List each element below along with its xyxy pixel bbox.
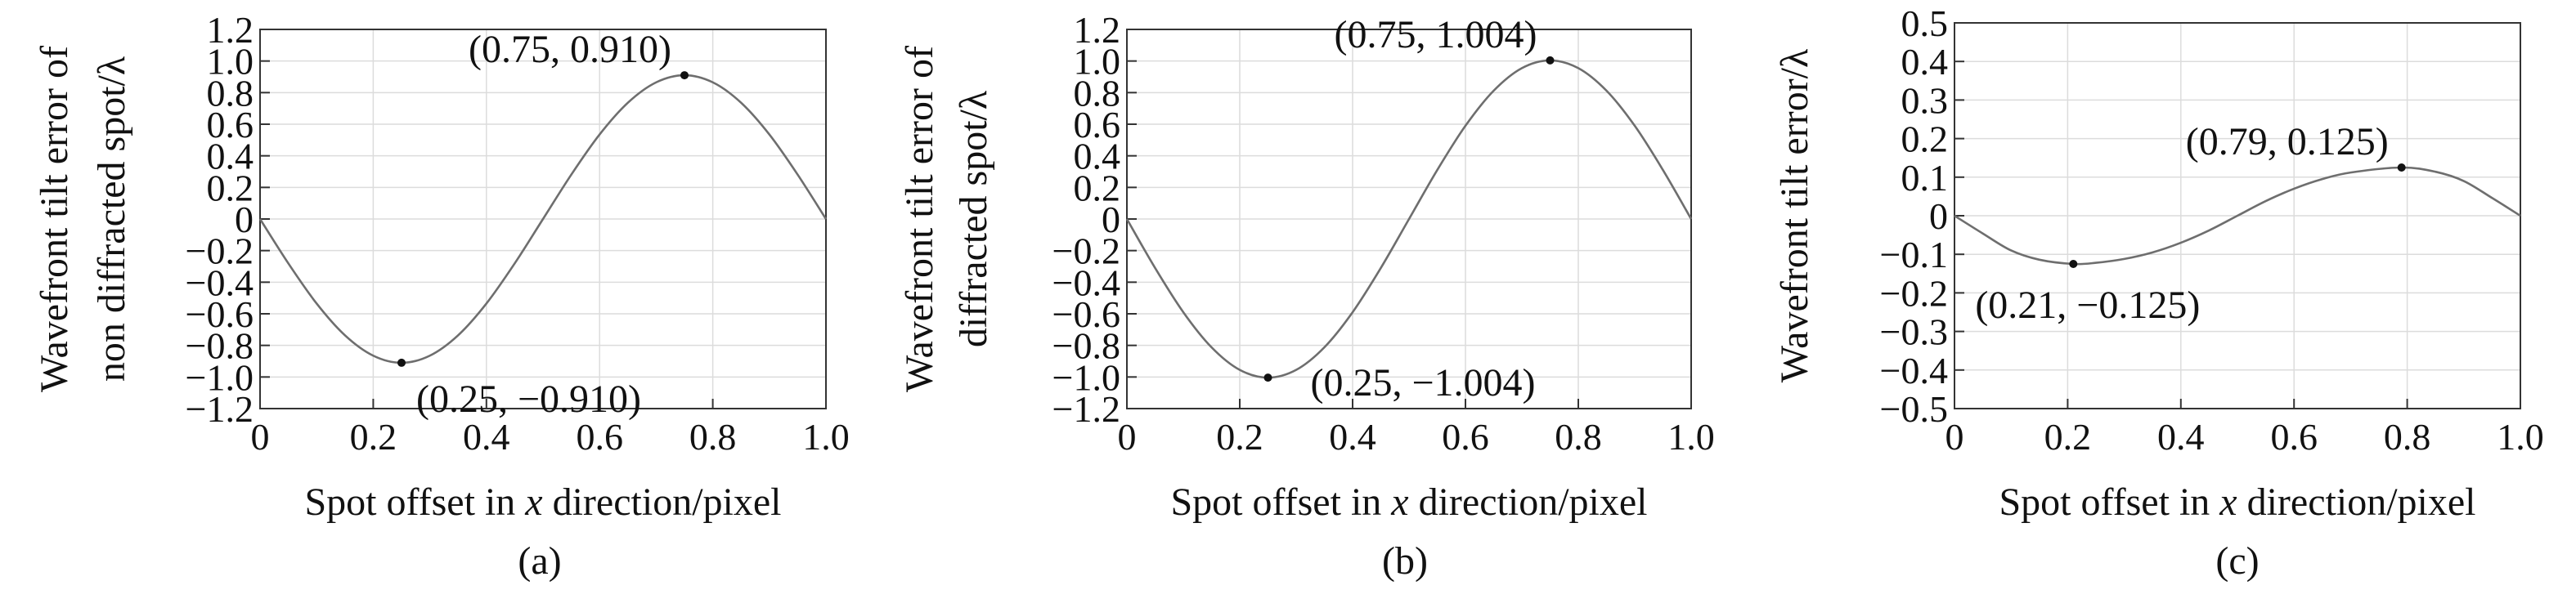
y-tick-label: 1.2 [207,9,254,51]
y-tick-label: −0.2 [1052,230,1120,272]
y-tick-label: −0.6 [1052,293,1120,335]
x-tick-label: 0.2 [350,416,397,458]
y-tick-label: 0 [1929,195,1948,237]
y-tick-label: 0.4 [207,136,254,177]
chart-panel-a: 0 0.2 0.4 0.6 0.8 1.01.21.00.80.60.40.20−0.2−… [33,9,850,583]
y-tick-label: 0.5 [1901,2,1949,44]
extremum-annotation: (0.25, −0.910) [416,378,641,421]
y-tick-label: 0.3 [1901,79,1949,121]
series-line [258,74,828,364]
y-tick-label: 0.8 [1074,72,1121,114]
y-tick-label: 0.2 [207,167,254,208]
y-tick-label: −0.2 [1880,272,1948,314]
x-tick-label: 0.6 [2270,416,2318,458]
y-tick-label: −0.4 [1052,261,1120,303]
y-tick-label: 0.2 [1074,167,1121,208]
x-axis-label: Spot offset in x direction/pixel [1999,480,2475,524]
y-tick-label: 1.0 [207,41,254,83]
y-axis-label: Wavefront tilt error of [33,46,76,392]
extremum-annotation: (0.75, 0.910) [469,28,671,71]
extremum-marker [680,71,689,80]
y-tick-label: 0.6 [1074,104,1121,145]
panel-label: (b) [1382,539,1428,583]
y-tick-label: 0 [235,199,254,240]
x-tick-label: 0.8 [689,416,737,458]
y-tick-label: −1.2 [1052,388,1120,430]
y-tick-label: 0 [1102,199,1120,240]
x-tick-label: 0.6 [1442,416,1489,458]
y-tick-label: 0.4 [1901,41,1949,83]
y-tick-label: −0.5 [1880,388,1948,430]
panel-label: (a) [518,539,561,583]
y-tick-label: −0.1 [1880,234,1948,275]
y-tick-label: −0.6 [186,293,254,335]
y-tick-label: −1.0 [1052,356,1120,398]
chart-panel-b: 0 0.2 0.4 0.6 0.8 1.01.21.00.80.60.40.20−0.2−… [898,9,1715,583]
extremum-marker [2069,260,2078,268]
x-tick-label: 1.0 [802,416,850,458]
x-tick-label: 0 [1945,416,1964,458]
extremum-annotation: (0.75, 1.004) [1335,13,1537,56]
extremum-annotation: (0.21, −0.125) [1975,284,2200,327]
x-axis-label: Spot offset in x direction/pixel [304,480,781,524]
x-tick-label: 0 [251,416,270,458]
y-axis-label: Wavefront tilt error of [898,46,941,392]
y-tick-label: 1.0 [1074,41,1121,83]
x-axis-label: Spot offset in x direction/pixel [1170,480,1647,524]
y-tick-label: 0.6 [207,104,254,145]
y-axis-label: diffracted spot/λ [952,90,995,347]
y-tick-label: −1.2 [186,388,254,430]
x-tick-label: 0.2 [2044,416,2092,458]
x-tick-label: 0.4 [463,416,510,458]
panel-label: (c) [2215,539,2259,583]
y-tick-label: −0.2 [186,230,254,272]
extremum-annotation: (0.79, 0.125) [2186,120,2389,163]
y-tick-label: 0.1 [1901,157,1949,199]
y-tick-label: −0.8 [1052,325,1120,367]
y-axis-label: Wavefront tilt error/λ [1773,48,1816,382]
x-tick-label: 0.8 [1555,416,1602,458]
x-tick-label: 0.2 [1216,416,1263,458]
y-tick-label: 0.2 [1901,118,1949,160]
y-axis-label: non diffracted spot/λ [90,56,133,382]
x-tick-label: 0.8 [2384,416,2431,458]
x-tick-label: 1.0 [2497,416,2544,458]
y-tick-label: 0.4 [1074,136,1121,177]
extremum-marker [397,358,406,367]
x-tick-label: 0 [1118,416,1137,458]
y-tick-label: −0.4 [186,261,254,303]
y-tick-label: −0.4 [1880,350,1948,391]
x-tick-label: 1.0 [1667,416,1715,458]
extremum-marker [1263,373,1272,382]
extremum-marker [2397,163,2406,172]
y-tick-label: −0.3 [1880,311,1948,353]
extremum-annotation: (0.25, −1.004) [1311,361,1536,405]
y-tick-label: −1.0 [186,356,254,398]
extremum-marker [1546,56,1555,65]
series-line [1125,59,1693,379]
y-tick-label: 1.2 [1074,9,1121,51]
y-tick-label: 0.8 [207,72,254,114]
x-tick-label: 0.4 [1329,416,1376,458]
x-tick-label: 0.4 [2157,416,2205,458]
y-tick-label: −0.8 [186,325,254,367]
series-line [1954,166,2521,266]
chart-panel-c: 0 0.2 0.4 0.6 0.8 1.00.50.40.30.20.10−0.1−0.2… [1773,2,2544,583]
x-tick-label: 0.6 [576,416,623,458]
